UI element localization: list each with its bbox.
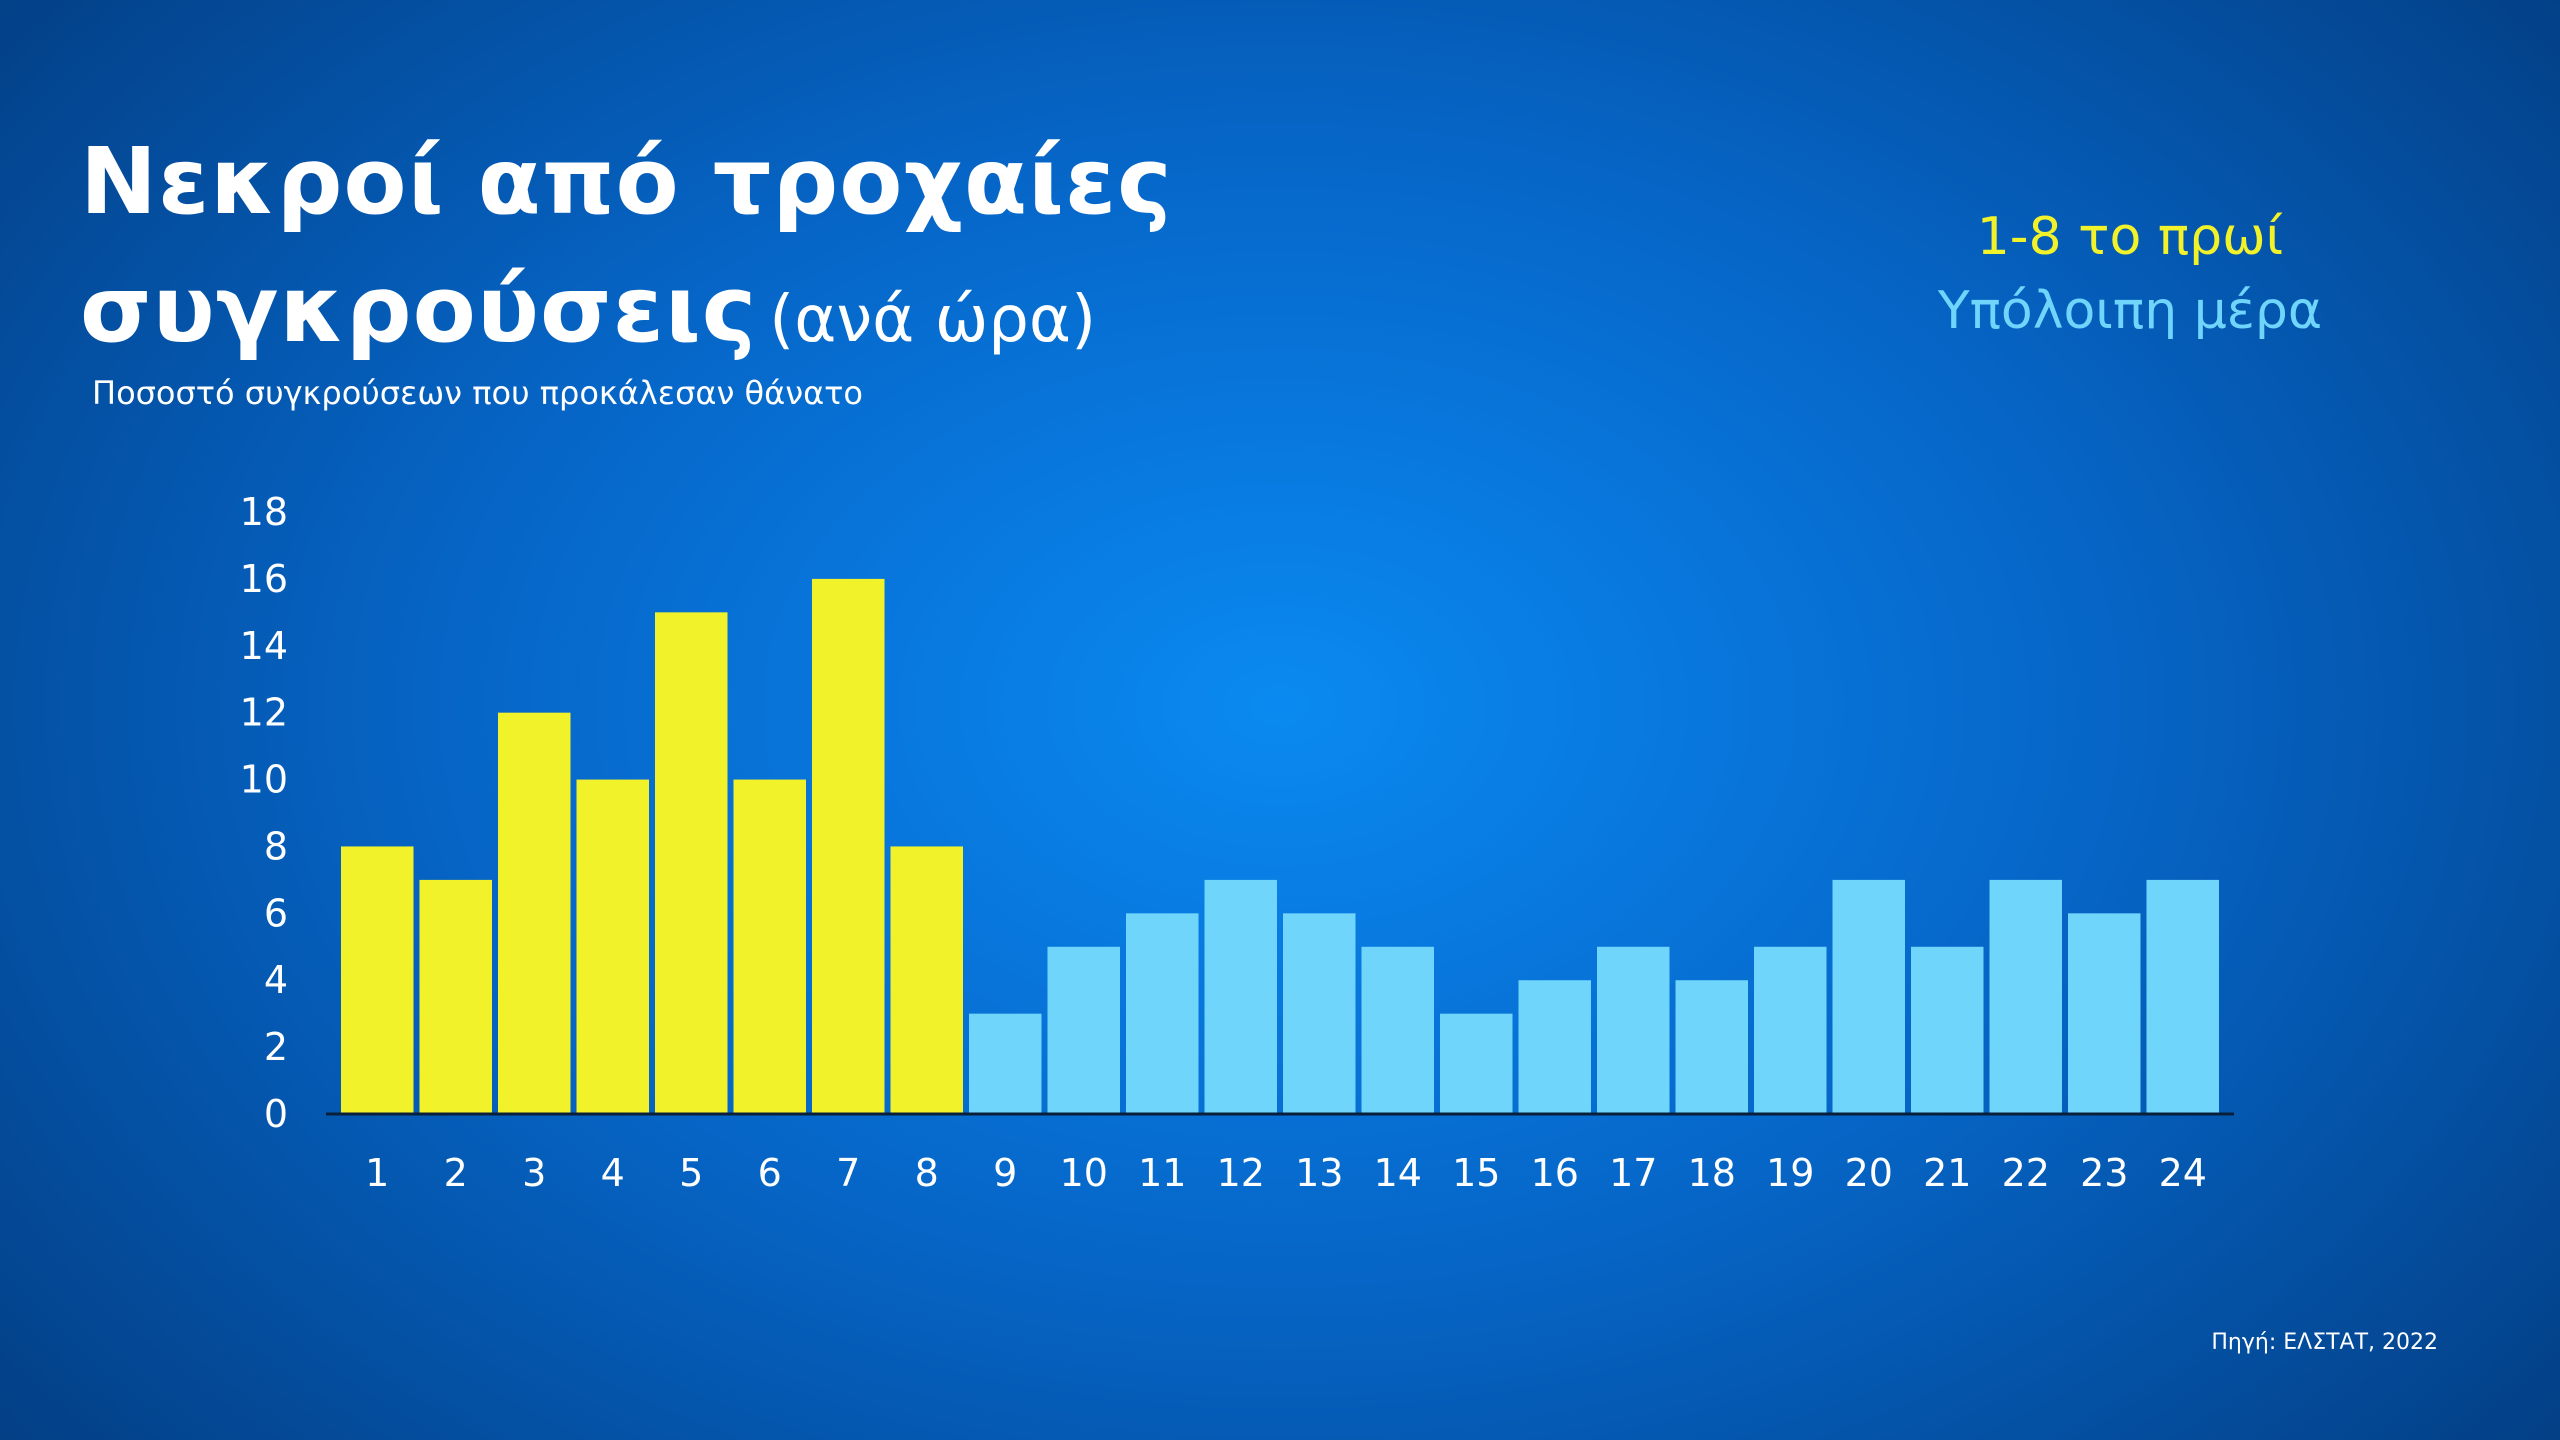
- bar: [498, 712, 571, 1114]
- bar: [655, 612, 728, 1114]
- x-tick-label: 4: [601, 1151, 625, 1195]
- bar: [1361, 946, 1434, 1114]
- y-tick-label: 16: [240, 557, 288, 601]
- chart-legend: 1-8 το πρωί Υπόλοιπη μέρα: [1870, 200, 2390, 348]
- bar: [2068, 913, 2141, 1114]
- y-tick-label: 14: [240, 624, 288, 668]
- y-tick-label: 8: [264, 824, 288, 868]
- bar: [2146, 879, 2219, 1114]
- bar: [1440, 1013, 1513, 1114]
- bar: [1126, 913, 1199, 1114]
- x-tick-label: 9: [993, 1151, 1017, 1195]
- x-tick-label: 16: [1531, 1151, 1579, 1195]
- x-tick-label: 15: [1452, 1151, 1500, 1195]
- bar: [1675, 980, 1748, 1114]
- x-tick-label: 10: [1060, 1151, 1108, 1195]
- legend-item-rest-of-day: Υπόλοιπη μέρα: [1937, 281, 2323, 341]
- x-tick-label: 23: [2080, 1151, 2128, 1195]
- x-tick-label: 14: [1374, 1151, 1422, 1195]
- bar: [341, 846, 414, 1114]
- bar: [576, 779, 649, 1114]
- x-tick-label: 20: [1845, 1151, 1893, 1195]
- x-tick-label: 13: [1295, 1151, 1343, 1195]
- bar: [1597, 946, 1670, 1114]
- chart-title-line-1: Νεκροί από τροχαίες: [80, 128, 1173, 235]
- x-tick-label: 18: [1688, 1151, 1736, 1195]
- x-tick-label: 19: [1766, 1151, 1814, 1195]
- bar: [1283, 913, 1356, 1114]
- bar: [812, 578, 885, 1114]
- bar: [1989, 879, 2062, 1114]
- chart-title-line-2: συγκρούσεις (ανά ώρα): [80, 246, 1173, 384]
- x-tick-label: 21: [1923, 1151, 1971, 1195]
- x-tick-label: 22: [2002, 1151, 2050, 1195]
- y-tick-label: 12: [240, 691, 288, 735]
- bar: [890, 846, 963, 1114]
- bar: [733, 779, 806, 1114]
- source-note: Πηγή: ΕΛΣΤΑΤ, 2022: [2211, 1330, 2438, 1355]
- y-tick-label: 2: [264, 1025, 288, 1069]
- bar: [1832, 879, 1905, 1114]
- x-tick-label: 11: [1138, 1151, 1186, 1195]
- chart-title: Νεκροί από τροχαίες συγκρούσεις (ανά ώρα): [80, 118, 1173, 384]
- bar: [969, 1013, 1042, 1114]
- x-tick-label: 6: [758, 1151, 782, 1195]
- legend-item-morning: 1-8 το πρωί: [1976, 207, 2284, 267]
- chart-title-unit: (ανά ώρα): [769, 283, 1097, 357]
- y-tick-label: 4: [264, 958, 288, 1002]
- x-tick-label: 8: [915, 1151, 939, 1195]
- x-tick-label: 1: [365, 1151, 389, 1195]
- chart-title-main: συγκρούσεις: [80, 256, 758, 363]
- x-tick-label: 2: [444, 1151, 468, 1195]
- y-tick-label: 18: [240, 490, 288, 534]
- x-tick-label: 7: [836, 1151, 860, 1195]
- bar: [1047, 946, 1120, 1114]
- x-tick-label: 17: [1609, 1151, 1657, 1195]
- y-tick-label: 10: [240, 758, 288, 802]
- x-tick-label: 3: [522, 1151, 546, 1195]
- x-tick-label: 24: [2159, 1151, 2207, 1195]
- bar: [1754, 946, 1827, 1114]
- x-tick-label: 5: [679, 1151, 703, 1195]
- bar: [1204, 879, 1277, 1114]
- y-tick-label: 6: [264, 891, 288, 935]
- chart-subtitle: Ποσοστό συγκρούσεων που προκάλεσαν θάνατ…: [92, 374, 863, 412]
- bar: [1518, 980, 1591, 1114]
- bar: [1911, 946, 1984, 1114]
- bar: [419, 879, 492, 1114]
- y-tick-label: 0: [264, 1092, 288, 1136]
- x-tick-label: 12: [1217, 1151, 1265, 1195]
